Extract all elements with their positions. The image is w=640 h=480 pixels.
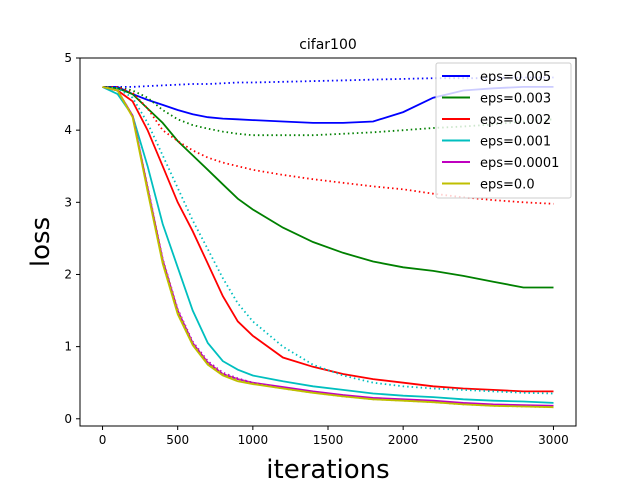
legend-label: eps=0.001 xyxy=(480,135,551,150)
y-tick-label: 4 xyxy=(64,123,72,137)
legend: eps=0.005 eps=0.003 eps=0.002 eps=0.001 eps=… xyxy=(435,62,572,199)
x-axis-ticks: 0 500 1000 1500 2000 2500 3000 xyxy=(99,426,569,447)
legend-label: eps=0.0001 xyxy=(480,156,559,171)
series-0-dotted-line xyxy=(102,76,554,88)
series-5-line xyxy=(102,86,554,409)
series-3-dotted-line xyxy=(102,86,554,395)
x-tick-label: 3000 xyxy=(538,433,569,447)
x-tick-label: 2500 xyxy=(463,433,494,447)
legend-label: eps=0.005 xyxy=(480,70,551,85)
y-tick-label: 2 xyxy=(64,267,72,281)
y-tick-label: 5 xyxy=(64,51,72,65)
x-axis-label: iterations xyxy=(266,455,389,480)
plot-lines xyxy=(102,76,554,409)
y-tick-label: 1 xyxy=(64,340,72,354)
x-tick-label: 1500 xyxy=(313,433,344,447)
series-1-line xyxy=(102,86,554,289)
x-tick-label: 500 xyxy=(166,433,189,447)
x-tick-label: 1000 xyxy=(238,433,269,447)
legend-label: eps=0.003 xyxy=(480,92,551,107)
series-3-line xyxy=(102,86,554,404)
y-axis-label: loss xyxy=(26,217,56,267)
series-2-line xyxy=(102,86,554,393)
y-tick-label: 0 xyxy=(64,412,72,426)
legend-label: eps=0.0 xyxy=(480,178,535,193)
y-axis-ticks: 0 1 2 3 4 5 xyxy=(64,51,80,426)
x-tick-label: 2000 xyxy=(388,433,419,447)
chart-title: cifar100 xyxy=(299,37,357,53)
legend-label: eps=0.002 xyxy=(480,113,551,128)
x-tick-label: 0 xyxy=(99,433,107,447)
y-tick-label: 3 xyxy=(64,195,72,209)
